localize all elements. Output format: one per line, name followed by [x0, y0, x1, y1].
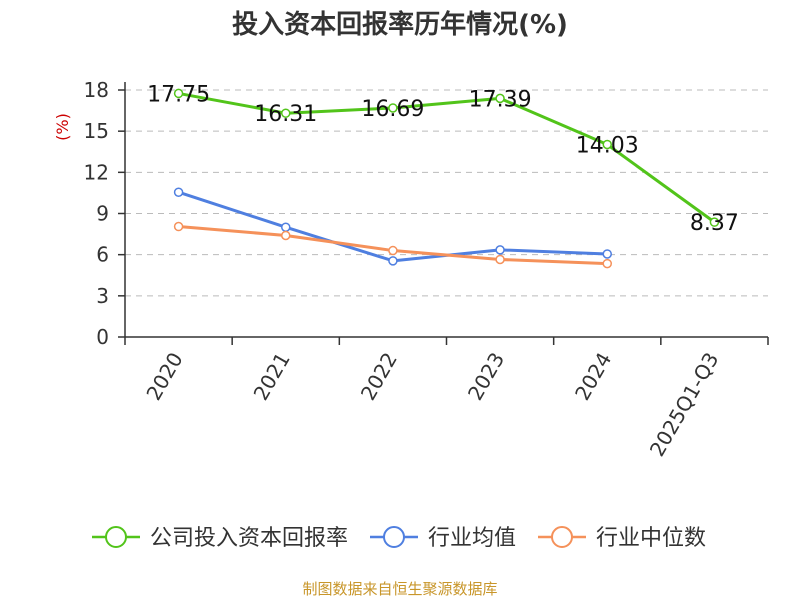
x-tick-label: 2025Q1-Q3 [645, 348, 724, 460]
legend-label: 行业中位数 [596, 526, 706, 551]
data-point [173, 221, 184, 232]
data-point [602, 139, 612, 150]
data-label: 8.37 [690, 211, 739, 236]
series-line-0 [178, 91, 716, 224]
data-label: 17.75 [147, 82, 210, 107]
y-tick-label: 3 [96, 284, 109, 308]
data-point [388, 245, 398, 256]
y-tick-label: 0 [96, 325, 109, 349]
data-point [709, 217, 720, 227]
x-tick-label: 2024 [570, 348, 616, 404]
data-point [495, 93, 505, 104]
data-point [281, 230, 291, 241]
y-tick-label: 12 [84, 160, 109, 184]
data-point [173, 187, 184, 197]
y-axis-label: (%) [53, 113, 72, 141]
legend-marker [105, 526, 127, 548]
x-tick-label: 2022 [356, 348, 402, 404]
data-point [281, 222, 291, 232]
x-tick-label: 2020 [141, 348, 187, 404]
legend-marker [383, 526, 405, 548]
data-label: 16.31 [254, 102, 317, 127]
y-tick-label: 9 [96, 202, 109, 226]
legend-label: 行业均值 [428, 526, 516, 551]
x-tick-label: 2023 [463, 348, 509, 404]
data-point [602, 249, 612, 259]
legend-marker [551, 526, 573, 548]
data-label: 16.69 [361, 97, 424, 122]
data-point [495, 254, 505, 265]
chart-title: 投入资本回报率历年情况(%) [232, 10, 568, 40]
y-tick-label: 18 [84, 78, 109, 102]
data-point [281, 108, 291, 118]
data-point [495, 245, 505, 255]
y-tick-label: 15 [84, 119, 109, 143]
data-label: 14.03 [576, 133, 639, 158]
data-point [388, 103, 398, 113]
data-point [602, 258, 612, 269]
legend-label: 公司投入资本回报率 [150, 526, 348, 551]
data-label: 17.39 [469, 87, 532, 112]
source-note: 制图数据来自恒生聚源数据库 [302, 580, 498, 598]
data-point [173, 88, 184, 99]
data-point [388, 256, 398, 266]
x-tick-label: 2021 [249, 348, 295, 404]
y-tick-label: 6 [96, 243, 109, 267]
